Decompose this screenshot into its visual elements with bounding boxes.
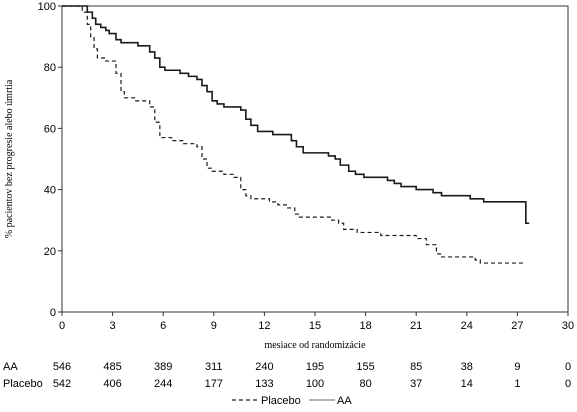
- at-risk-value: 14: [461, 378, 473, 390]
- at-risk-value: 1: [514, 378, 520, 390]
- at-risk-value: 485: [103, 361, 121, 373]
- series-line-aa: [62, 5, 530, 225]
- y-tick-label: 100: [38, 1, 56, 13]
- at-risk-row-label: Placebo: [3, 378, 43, 390]
- at-risk-value: 9: [514, 361, 520, 373]
- at-risk-value: 85: [410, 361, 422, 373]
- plot-area-frame: [61, 5, 569, 313]
- at-risk-value: 0: [565, 378, 571, 390]
- y-axis-title-group: % pacientov bez progresie alebo úmrtia: [4, 79, 15, 238]
- at-risk-value: 100: [306, 378, 324, 390]
- legend: Placebo AA: [232, 395, 352, 407]
- series-layer: [62, 5, 530, 264]
- x-tick-label: 15: [309, 320, 321, 332]
- at-risk-value: 155: [356, 361, 374, 373]
- x-tick-label: 12: [258, 320, 270, 332]
- ticks-layer: 0 3 6 9 12 15 18 21 24 27 30 0 20 40 60 80 100: [38, 1, 574, 332]
- legend-label-aa: AA: [337, 395, 352, 407]
- at-risk-value: 177: [205, 378, 223, 390]
- at-risk-value: 406: [103, 378, 121, 390]
- at-risk-value: 244: [154, 378, 172, 390]
- at-risk-value: 542: [53, 378, 71, 390]
- y-tick-label: 80: [44, 62, 56, 74]
- x-tick-label: 30: [562, 320, 574, 332]
- x-tick-label: 6: [160, 320, 166, 332]
- x-tick-label: 18: [359, 320, 371, 332]
- x-tick-label: 0: [59, 320, 65, 332]
- at-risk-value: 0: [565, 361, 571, 373]
- x-tick-label: 3: [110, 320, 116, 332]
- at-risk-value: 311: [205, 361, 223, 373]
- y-tick-label: 20: [44, 246, 56, 258]
- at-risk-row-label: AA: [3, 361, 18, 373]
- at-risk-value: 240: [255, 361, 273, 373]
- at-risk-value: 38: [461, 361, 473, 373]
- x-tick-label: 27: [511, 320, 523, 332]
- x-tick-label: 24: [461, 320, 473, 332]
- at-risk-value: 37: [410, 378, 422, 390]
- y-axis-title: % pacientov bez progresie alebo úmrtia: [4, 79, 15, 238]
- x-axis-title: mesiace od randomizácie: [264, 340, 366, 351]
- series-line-placebo: [62, 5, 526, 264]
- y-tick-label: 40: [44, 185, 56, 197]
- x-tick-label: 9: [211, 320, 217, 332]
- at-risk-value: 389: [154, 361, 172, 373]
- y-tick-label: 60: [44, 123, 56, 135]
- at-risk-value: 80: [359, 378, 371, 390]
- at-risk-value: 546: [53, 361, 71, 373]
- at-risk-value: 195: [306, 361, 324, 373]
- at-risk-value: 133: [255, 378, 273, 390]
- x-tick-label: 21: [410, 320, 422, 332]
- legend-label-placebo: Placebo: [261, 395, 301, 407]
- y-tick-label: 0: [50, 307, 56, 319]
